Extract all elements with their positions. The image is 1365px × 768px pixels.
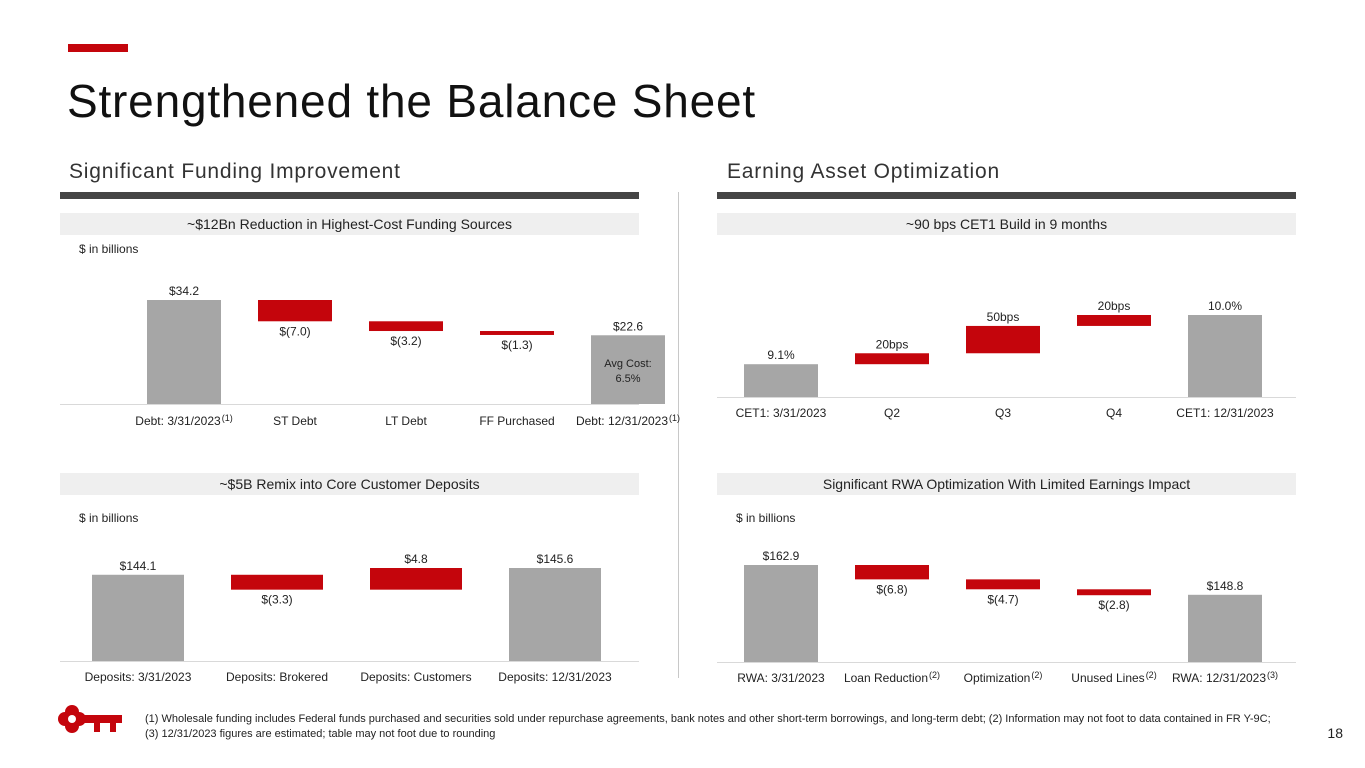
left-section-rule <box>60 192 639 199</box>
deposits-bar-4 <box>509 568 601 661</box>
deposits-data-label-2: $(3.3) <box>261 593 292 607</box>
cet1-data-label-3: 50bps <box>987 310 1020 324</box>
cet1-bar-1 <box>744 364 818 397</box>
rwa-data-label-4: $(2.8) <box>1098 598 1129 612</box>
deposits-data-label-1: $144.1 <box>120 559 157 573</box>
deposits-category-label-2: Deposits: Brokered <box>226 670 328 684</box>
deposits-bar-3 <box>370 568 462 590</box>
funding-data-label-1: $34.2 <box>169 284 199 298</box>
deposits-data-label-3: $4.8 <box>404 552 428 566</box>
cet1-waterfall-chart: 9.1% CET1: 3/31/2023 20bps Q2 50bps Q3 20bps Q4… <box>717 299 1296 420</box>
left-section-title: Significant Funding Improvement <box>69 160 401 183</box>
funding-bar-5 <box>591 335 665 404</box>
cet1-bar-3 <box>966 325 1040 354</box>
funding-annotation-line-2: 6.5% <box>615 373 640 385</box>
funding-data-label-3: $(3.2) <box>390 334 421 348</box>
rwa-chart-title: Significant RWA Optimization With Limite… <box>717 473 1296 495</box>
cet1-category-label-5: CET1: 12/31/2023 <box>1176 406 1274 420</box>
page-number: 18 <box>1327 725 1343 741</box>
funding-category-label-5: Debt: 12/31/2023(1) <box>576 413 680 428</box>
funding-bar-3 <box>369 321 443 332</box>
right-section-rule <box>717 192 1296 199</box>
deposits-bar-1 <box>92 574 184 661</box>
rwa-data-label-2: $(6.8) <box>876 582 907 596</box>
rwa-bar-5 <box>1188 594 1262 662</box>
cet1-data-label-5: 10.0% <box>1208 299 1242 313</box>
key-icon <box>58 705 122 733</box>
funding-category-label-4: FF Purchased <box>479 414 554 428</box>
cet1-data-label-1: 9.1% <box>767 348 795 362</box>
rwa-waterfall-chart: $162.9 RWA: 3/31/2023 $(6.8) Loan Reduction… <box>717 549 1296 685</box>
funding-category-label-1: Debt: 3/31/2023(1) <box>135 413 232 428</box>
cet1-bar-2 <box>855 353 929 365</box>
funding-annotation-line-1: Avg Cost: <box>604 358 652 370</box>
rwa-category-label-2: Loan Reduction(2) <box>844 670 940 685</box>
section-divider <box>678 192 679 678</box>
deposits-waterfall-chart: $144.1 Deposits: 3/31/2023 $(3.3) Deposits:… <box>60 552 639 684</box>
page-title: Strengthened the Balance Sheet <box>67 75 756 127</box>
rwa-bar-2 <box>855 565 929 580</box>
cet1-category-label-4: Q4 <box>1106 406 1122 420</box>
funding-chart-title: ~$12Bn Reduction in Highest-Cost Funding… <box>60 213 639 235</box>
cet1-category-label-3: Q3 <box>995 406 1011 420</box>
right-section-title: Earning Asset Optimization <box>727 160 1000 183</box>
cet1-bar-5 <box>1188 315 1262 397</box>
title-accent-bar <box>68 44 128 52</box>
cet1-data-label-4: 20bps <box>1098 299 1131 313</box>
cet1-data-label-2: 20bps <box>876 337 909 351</box>
deposits-category-label-1: Deposits: 3/31/2023 <box>85 670 192 684</box>
rwa-data-label-1: $162.9 <box>763 549 800 563</box>
funding-bar-2 <box>258 300 332 322</box>
deposits-data-label-4: $145.6 <box>537 552 574 566</box>
rwa-category-label-4: Unused Lines(2) <box>1071 670 1156 685</box>
rwa-category-label-1: RWA: 3/31/2023 <box>737 671 825 685</box>
deposits-category-label-3: Deposits: Customers <box>360 670 471 684</box>
rwa-category-label-5: RWA: 12/31/2023(3) <box>1172 670 1278 685</box>
rwa-units-label: $ in billions <box>736 511 796 525</box>
cet1-bar-4 <box>1077 315 1151 326</box>
rwa-data-label-5: $148.8 <box>1207 579 1244 593</box>
rwa-bar-3 <box>966 579 1040 590</box>
funding-units-label: $ in billions <box>79 242 139 256</box>
cet1-category-label-1: CET1: 3/31/2023 <box>736 406 827 420</box>
funding-category-label-3: LT Debt <box>385 414 427 428</box>
funding-data-label-2: $(7.0) <box>279 324 310 338</box>
footnote: (1) Wholesale funding includes Federal f… <box>145 713 1271 740</box>
funding-category-label-2: ST Debt <box>273 414 317 428</box>
deposits-units-label: $ in billions <box>79 511 139 525</box>
cet1-chart-title: ~90 bps CET1 Build in 9 months <box>717 213 1296 235</box>
deposits-chart-title: ~$5B Remix into Core Customer Deposits <box>60 473 639 495</box>
rwa-data-label-3: $(4.7) <box>987 592 1018 606</box>
cet1-category-label-2: Q2 <box>884 406 900 420</box>
funding-bar-4 <box>480 331 554 335</box>
rwa-bar-1 <box>744 565 818 662</box>
funding-waterfall-chart: $34.2 Debt: 3/31/2023(1) $(7.0) ST Debt $(3.… <box>60 284 680 428</box>
rwa-category-label-3: Optimization(2) <box>964 670 1043 685</box>
rwa-bar-4 <box>1077 589 1151 596</box>
funding-bar-1 <box>147 300 221 404</box>
funding-data-label-4: $(1.3) <box>501 338 532 352</box>
funding-data-label-5: $22.6 <box>613 319 643 333</box>
deposits-category-label-4: Deposits: 12/31/2023 <box>498 670 612 684</box>
deposits-bar-2 <box>231 574 323 590</box>
